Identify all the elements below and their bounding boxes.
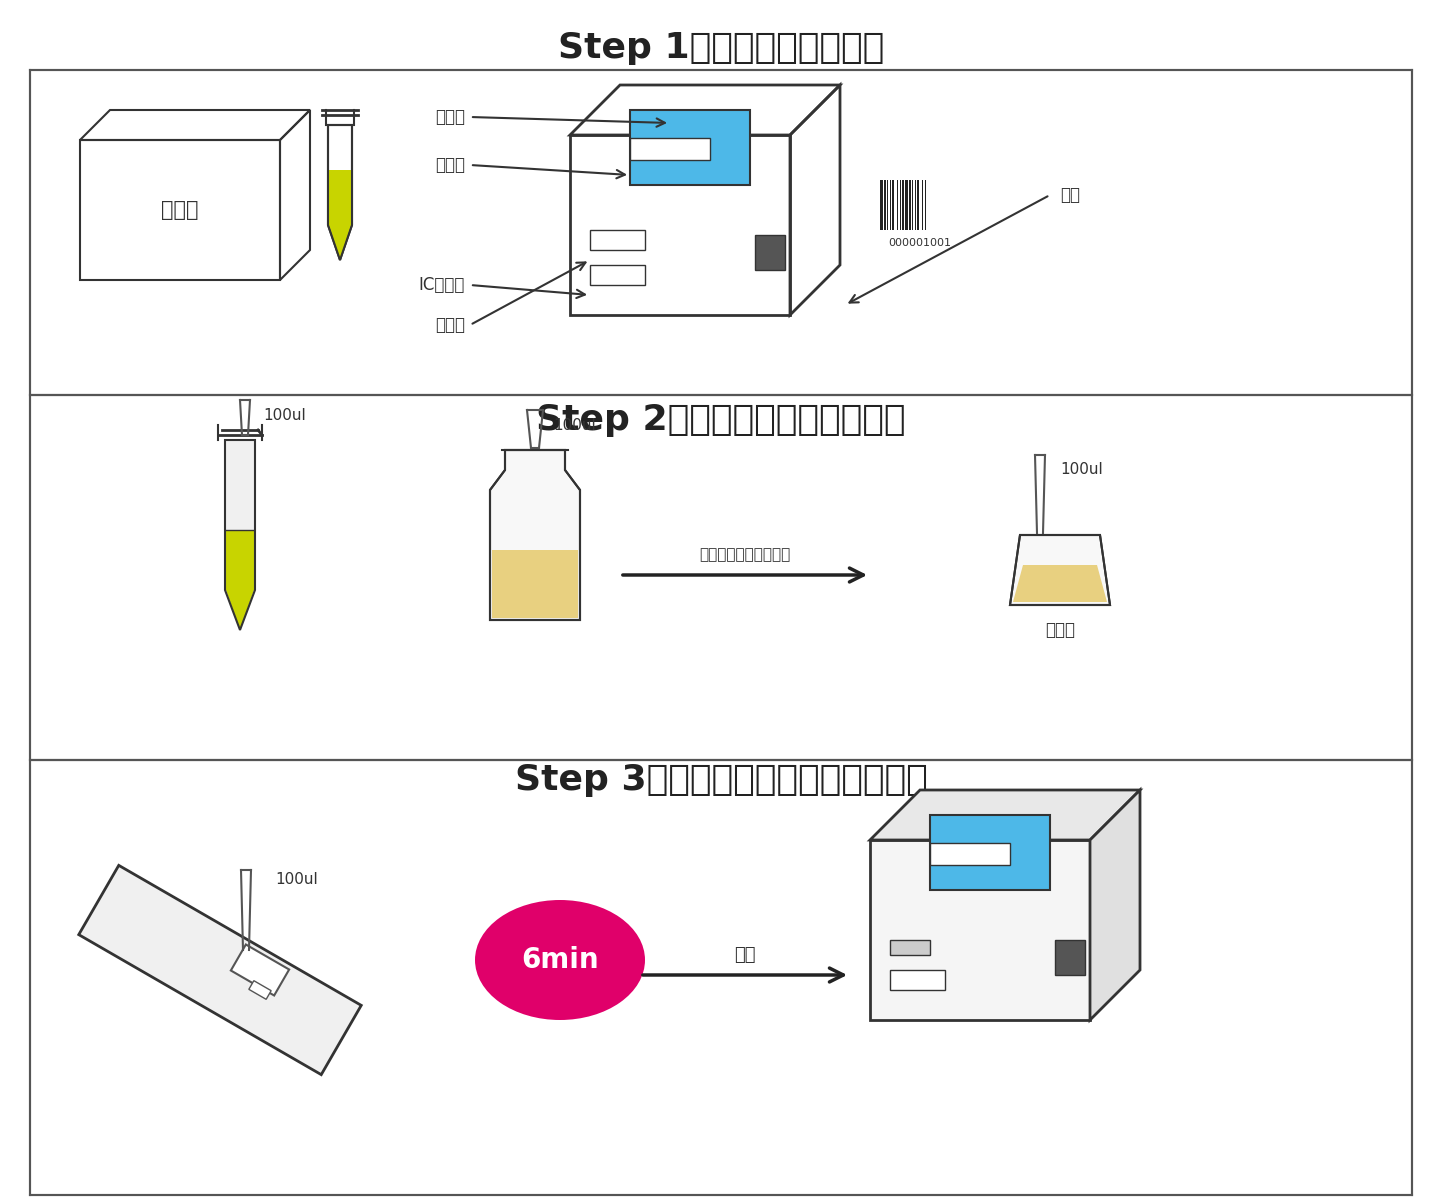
Text: 稀释液: 稀释液 [519, 551, 551, 569]
Bar [890, 970, 945, 990]
Bar [890, 940, 930, 955]
Text: 试剂盒: 试剂盒 [162, 200, 199, 220]
Text: 待
检
样
品: 待 检 样 品 [236, 538, 242, 583]
Bar [930, 815, 1050, 890]
Bar [630, 138, 709, 160]
Text: 显示屏: 显示屏 [435, 157, 464, 175]
Bar [756, 235, 784, 270]
Polygon shape [329, 170, 350, 260]
Bar [630, 110, 750, 185]
Bar [906, 181, 908, 230]
Bar [30, 395, 1412, 760]
Polygon shape [231, 944, 290, 996]
Polygon shape [1090, 790, 1141, 1020]
Text: 100ul: 100ul [262, 407, 306, 423]
Polygon shape [870, 790, 1141, 840]
Text: 插卡口: 插卡口 [435, 315, 464, 334]
Text: 扫码: 扫码 [1060, 185, 1080, 203]
Text: 100ul: 100ul [275, 873, 317, 887]
Polygon shape [1009, 535, 1110, 604]
Bar [1056, 940, 1084, 975]
Polygon shape [1012, 565, 1107, 602]
Text: 加热样品杯，吸打混匀: 加热样品杯，吸打混匀 [699, 548, 790, 562]
Text: 打印机: 打印机 [435, 108, 464, 126]
Text: 6min: 6min [521, 946, 598, 974]
Text: 样品杯: 样品杯 [1045, 621, 1074, 639]
Polygon shape [870, 840, 1090, 1020]
Polygon shape [492, 550, 578, 618]
Text: IC卡插口: IC卡插口 [418, 276, 464, 294]
Bar [884, 181, 885, 230]
Bar [893, 181, 894, 230]
Polygon shape [225, 439, 255, 630]
Text: 读数: 读数 [734, 946, 756, 964]
Polygon shape [79, 866, 362, 1075]
Text: Step 2：取样、加稀释液，混匀: Step 2：取样、加稀释液，混匀 [536, 403, 906, 437]
Bar [880, 181, 883, 230]
Bar [30, 760, 1412, 1196]
Polygon shape [249, 981, 271, 999]
Text: 000001001: 000001001 [888, 238, 952, 248]
Bar [930, 843, 1009, 864]
Text: 100ul: 100ul [1060, 462, 1103, 478]
Bar [917, 181, 919, 230]
Bar [590, 265, 645, 285]
Bar [30, 70, 1412, 395]
Text: Step 3：加样，读数，打印检测报告: Step 3：加样，读数，打印检测报告 [515, 763, 927, 797]
Text: 待
检
样
品: 待 检 样 品 [336, 172, 343, 218]
Polygon shape [226, 530, 254, 630]
Bar [908, 181, 911, 230]
Ellipse shape [474, 901, 645, 1020]
Text: Step 1：回温、开机、扫码: Step 1：回温、开机、扫码 [558, 31, 884, 65]
Bar [903, 181, 904, 230]
Bar [590, 230, 645, 250]
Text: 100ul: 100ul [552, 418, 596, 432]
Polygon shape [490, 450, 580, 620]
